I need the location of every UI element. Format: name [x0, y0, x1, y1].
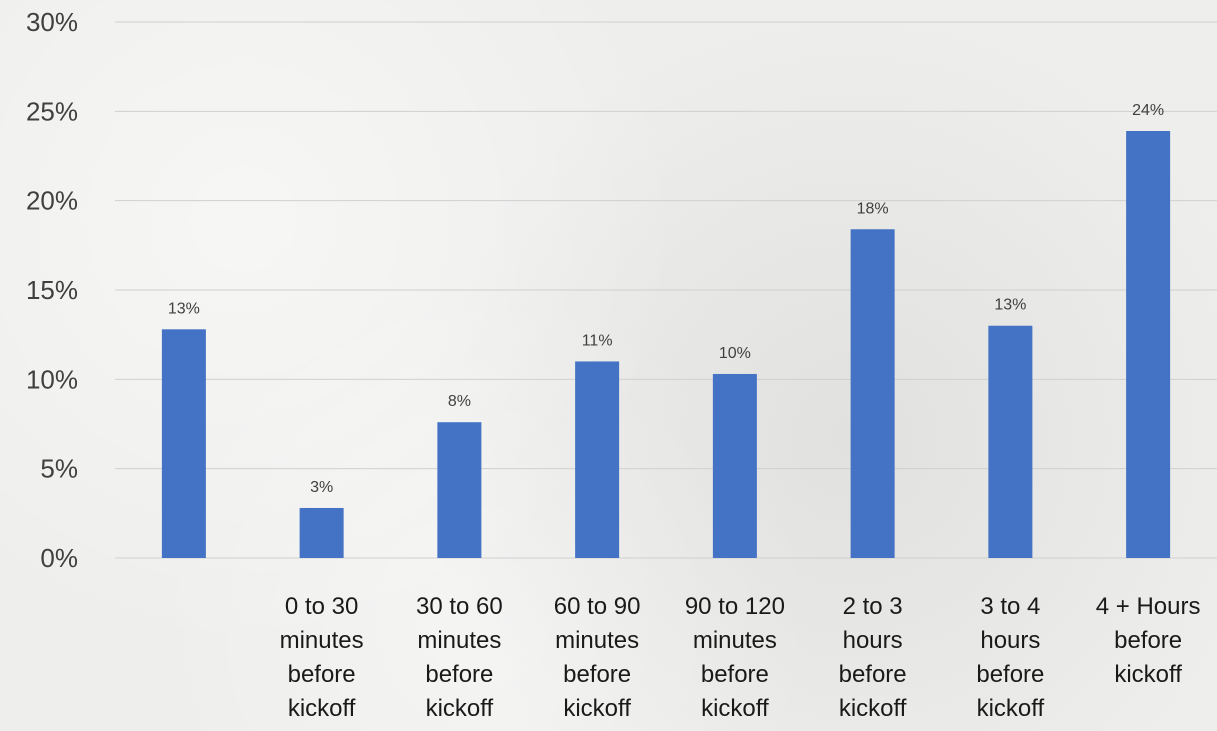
y-tick-label: 15% [26, 275, 78, 305]
bar [850, 229, 895, 558]
y-tick-label: 25% [26, 96, 78, 126]
data-label: 24% [1132, 102, 1164, 119]
bar [161, 329, 206, 558]
data-labels: 13% 3% 8% 11% 10% 18% 13% 24% [168, 102, 1164, 496]
data-label: 11% [582, 332, 613, 349]
y-tick-label: 10% [26, 364, 78, 394]
y-tick-label: 0% [40, 543, 78, 573]
bar [299, 507, 344, 558]
bar [575, 361, 620, 558]
gridlines [115, 21, 1217, 559]
y-tick-label: 5% [40, 454, 78, 484]
x-tick-label: 0 to 30 minutes before kickoff [280, 593, 364, 722]
x-tick-label: 30 to 60 minutes before kickoff [416, 593, 503, 722]
x-tick-label: 2 to 3 hours before kickoff [839, 593, 907, 722]
bar [712, 373, 757, 558]
x-tick-label: 60 to 90 minutes before kickoff [554, 593, 641, 722]
y-tick-label: 30% [26, 7, 78, 37]
bars [161, 130, 1171, 558]
x-tick-label: 4 + Hours before kickoff [1096, 593, 1201, 688]
x-tick-label: 3 to 4 hours before kickoff [976, 593, 1044, 722]
data-label: 13% [168, 300, 200, 317]
data-label: 10% [719, 345, 751, 362]
y-axis-tick-labels: 0% 5% 10% 15% 20% 25% 30% [26, 7, 78, 573]
bar [437, 422, 482, 558]
bar [1126, 130, 1171, 558]
data-label: 8% [448, 393, 471, 410]
bar [988, 325, 1033, 558]
x-axis-tick-labels: 0 to 30 minutes before kickoff 30 to 60 minut… [280, 593, 1201, 722]
y-tick-label: 20% [26, 186, 78, 216]
x-tick-label: 90 to 120 minutes before kickoff [685, 593, 785, 722]
data-label: 18% [857, 200, 889, 217]
data-label: 3% [310, 479, 333, 496]
data-label: 13% [994, 297, 1026, 314]
